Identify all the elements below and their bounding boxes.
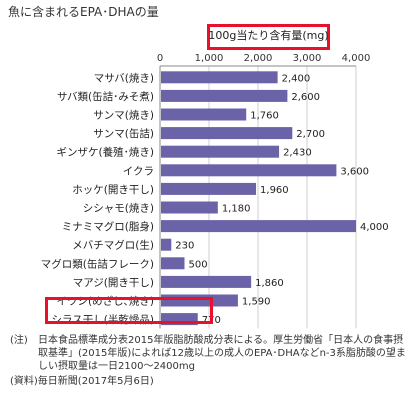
note-text: 日本食品標準成分表2015年版脂肪酸成分表による。厚生労働省「日本人の食事摂取基… [38,335,406,372]
category-label: サンマ(焼き) [93,110,154,122]
bar [161,275,252,288]
bar [161,201,218,214]
bar [161,164,337,177]
bar [161,127,293,140]
x-tick-label: 2,000 [244,53,273,64]
bar [161,257,185,270]
value-label: 1,760 [250,111,279,122]
category-label: マサバ(焼き) [94,72,154,84]
bar [161,238,172,251]
value-label: 2,700 [296,129,325,140]
x-tick-label: 0 [157,53,163,64]
bar [161,71,278,84]
value-label: 230 [175,241,194,252]
category-label: メバチマグロ(生) [72,239,154,252]
category-label: ギンザケ(養殖･焼き) [57,146,154,159]
footnotes: (注) 日本食品標準成分表2015年版脂肪酸成分表による。厚生労働省「日本人の食… [10,334,410,388]
bar [161,108,247,121]
highlight-box [45,297,213,324]
value-label: 4,000 [360,222,389,233]
category-label: サバ類(缶詰･みそ煮) [57,90,154,103]
x-tick-label: 3,000 [293,53,322,64]
value-label: 3,600 [340,166,369,177]
unit-highlight-box [207,24,330,50]
value-label: 1,960 [260,185,289,196]
category-label: イクラ [123,165,154,177]
category-label: ホッケ(開き干し) [72,184,154,196]
value-label: 1,180 [222,204,251,215]
x-tick-label: 4,000 [342,53,371,64]
category-label: マアジ(開き干し) [73,277,154,289]
bar [161,145,280,158]
unit-label: 100g当たり含有量(mg) [208,29,329,42]
value-label: 2,600 [291,92,320,103]
chart-title: 魚に含まれるEPA･DHAの量 [8,5,159,19]
bar [161,220,356,233]
bar [161,89,288,102]
value-label: 1,860 [255,278,284,289]
category-label: サンマ(缶詰) [93,127,154,140]
bar [161,182,257,195]
source-text: (資料)毎日新聞(2017年5月6日) [10,376,154,387]
category-label: マグロ類(缶詰フレーク) [41,257,154,270]
category-label: シシャモ(焼き) [83,203,154,215]
x-tick-label: 1,000 [195,53,224,64]
value-label: 500 [189,259,208,270]
value-label: 2,400 [282,73,311,84]
note-tag: (注) [10,335,28,346]
value-label: 1,590 [242,297,271,308]
category-label: ミナミマグロ(脂身) [62,220,154,233]
value-label: 2,430 [283,148,312,159]
